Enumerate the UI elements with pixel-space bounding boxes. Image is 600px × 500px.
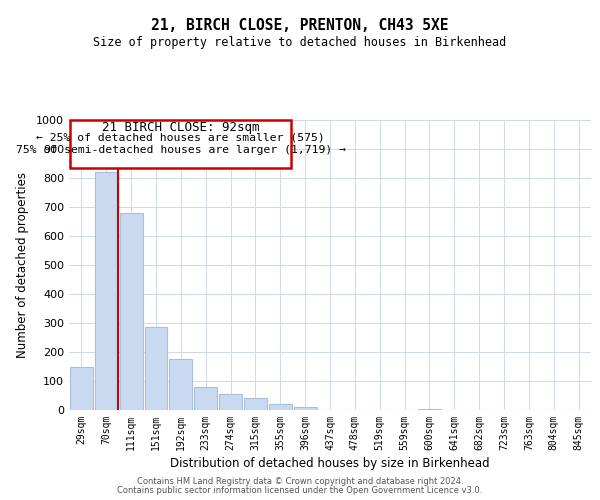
Bar: [418, 408, 441, 410]
Text: 21 BIRCH CLOSE: 92sqm: 21 BIRCH CLOSE: 92sqm: [102, 120, 260, 134]
Bar: [269, 404, 292, 410]
Bar: [70, 366, 93, 410]
Bar: [294, 407, 317, 410]
Bar: [70, 120, 292, 168]
Bar: [145, 328, 167, 410]
Bar: [120, 213, 143, 410]
Text: Size of property relative to detached houses in Birkenhead: Size of property relative to detached ho…: [94, 36, 506, 49]
Text: ← 25% of detached houses are smaller (575): ← 25% of detached houses are smaller (57…: [37, 133, 325, 143]
Bar: [219, 394, 242, 410]
Bar: [244, 398, 267, 410]
Bar: [169, 359, 192, 410]
X-axis label: Distribution of detached houses by size in Birkenhead: Distribution of detached houses by size …: [170, 457, 490, 470]
Text: 75% of semi-detached houses are larger (1,719) →: 75% of semi-detached houses are larger (…: [16, 146, 346, 156]
Text: Contains HM Land Registry data © Crown copyright and database right 2024.: Contains HM Land Registry data © Crown c…: [137, 477, 463, 486]
Y-axis label: Number of detached properties: Number of detached properties: [16, 172, 29, 358]
Bar: [194, 388, 217, 410]
Text: 21, BIRCH CLOSE, PRENTON, CH43 5XE: 21, BIRCH CLOSE, PRENTON, CH43 5XE: [151, 18, 449, 32]
Bar: [95, 172, 118, 410]
Text: Contains public sector information licensed under the Open Government Licence v3: Contains public sector information licen…: [118, 486, 482, 495]
